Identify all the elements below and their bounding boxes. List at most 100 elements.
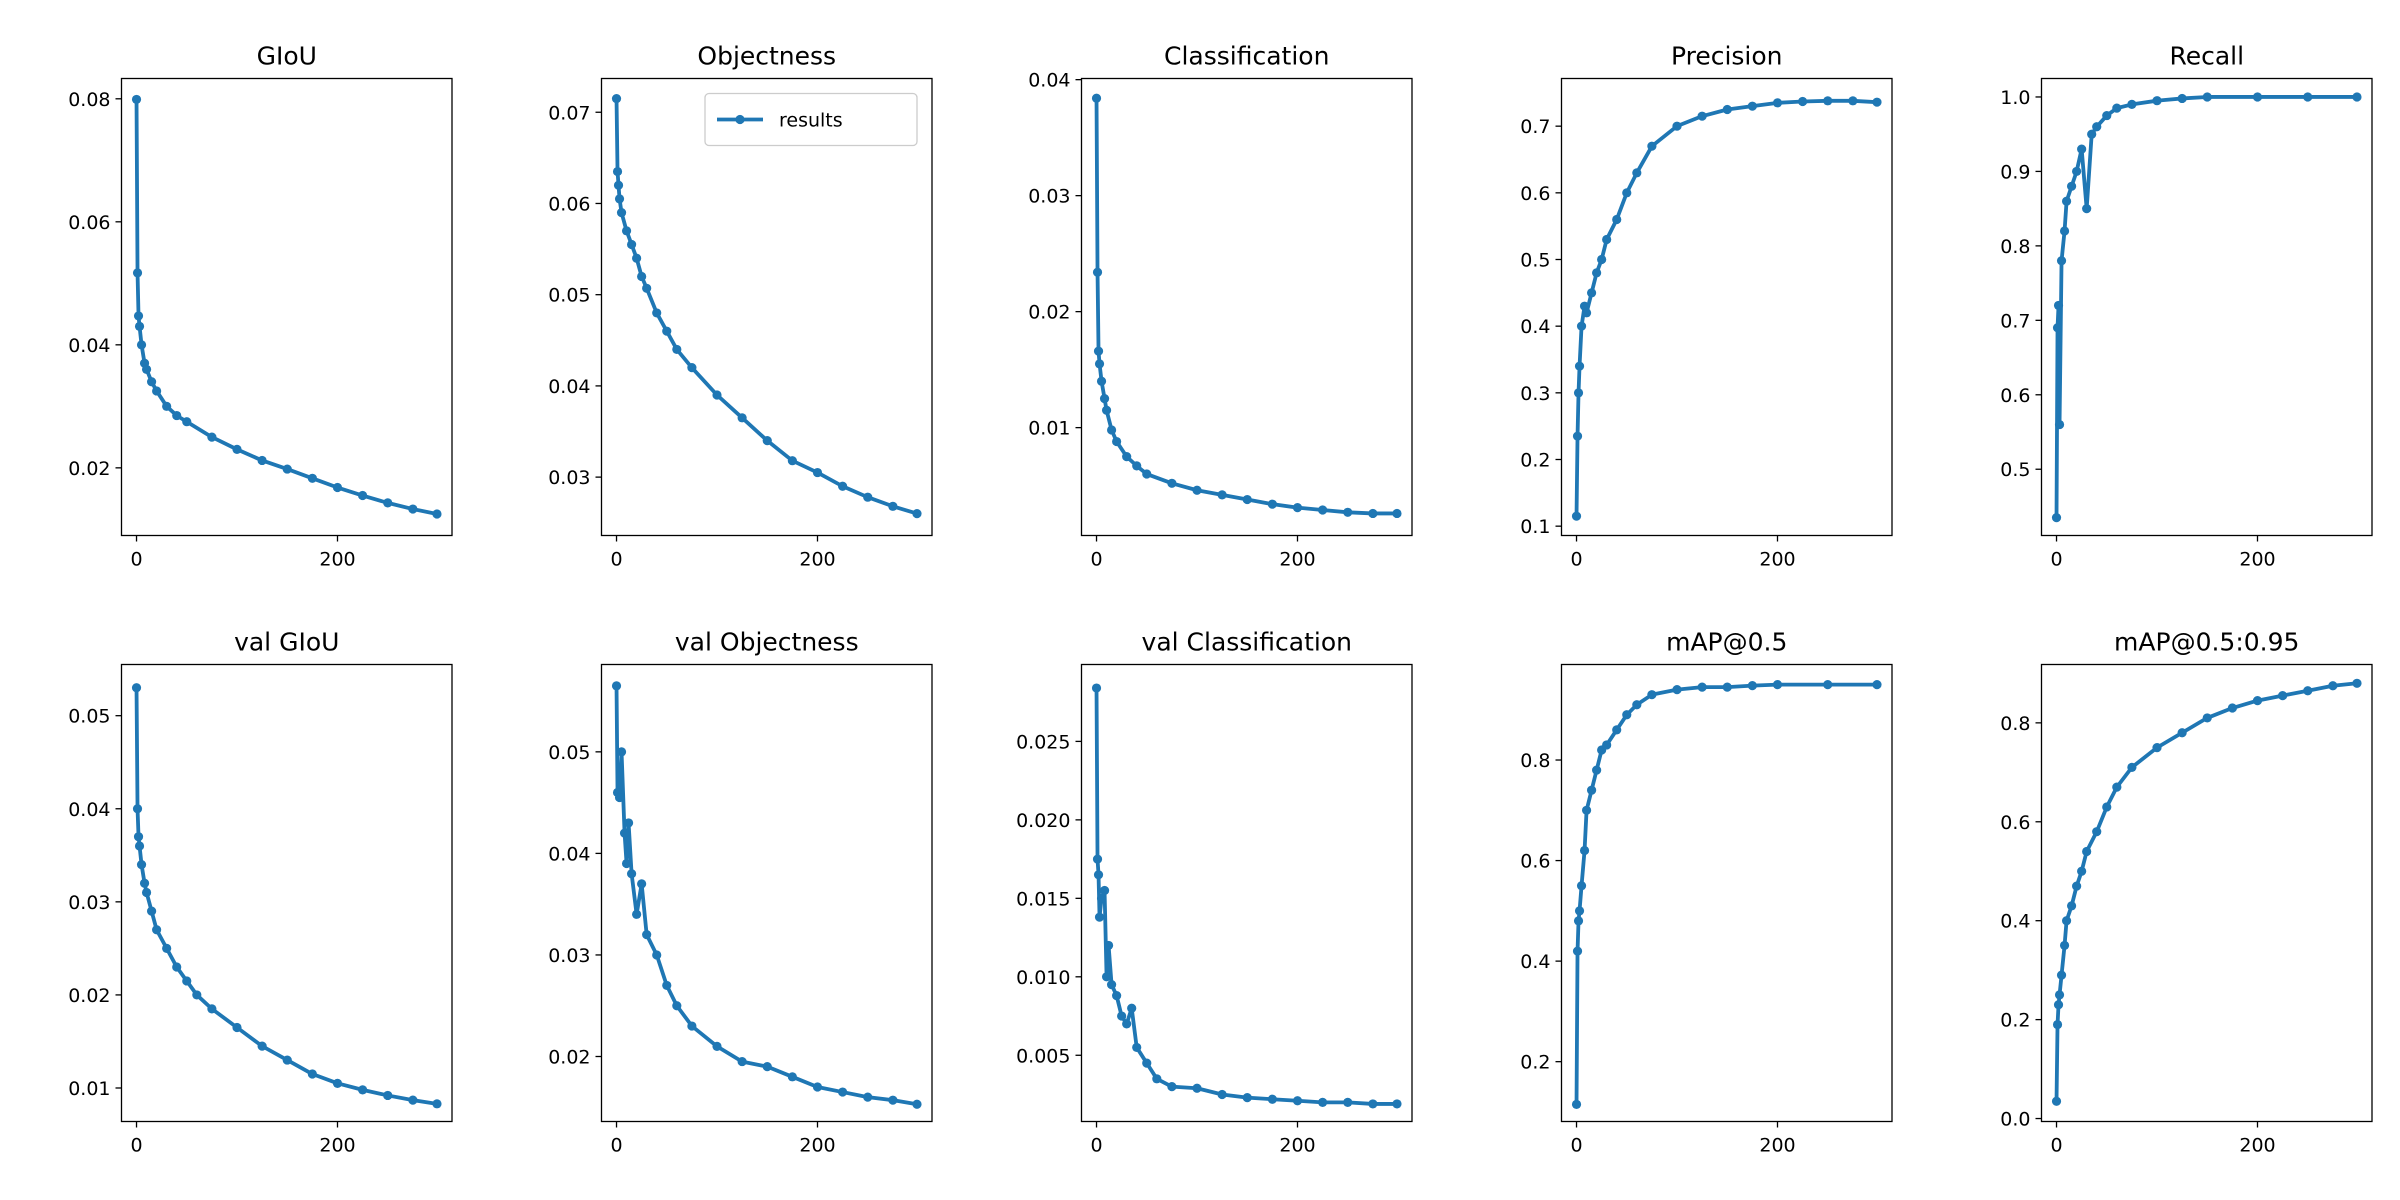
data-point <box>1571 1099 1582 1110</box>
x-tick-label: 200 <box>2239 1135 2275 1157</box>
y-tick-label: 0.2 <box>1520 450 1550 472</box>
data-point <box>613 180 624 190</box>
data-point <box>1597 254 1607 265</box>
data-point <box>1242 494 1252 505</box>
data-point <box>2352 92 2362 102</box>
data-point <box>1772 98 1783 108</box>
y-tick-label: 0.025 <box>1016 731 1070 753</box>
data-point <box>2082 846 2092 857</box>
x-tick-label: 0 <box>130 549 142 571</box>
data-point <box>1167 478 1177 488</box>
data-point <box>637 879 647 889</box>
plot-frame <box>120 77 453 537</box>
data-point <box>307 1069 317 1079</box>
data-point <box>232 444 242 454</box>
x-tick-label: 200 <box>1279 1135 1315 1157</box>
data-line <box>1094 688 1397 1106</box>
data-point <box>2112 782 2122 792</box>
data-point <box>146 906 157 916</box>
x-tick-label: 200 <box>1759 1135 1795 1157</box>
data-point <box>1722 104 1732 115</box>
data-point <box>1292 503 1303 513</box>
y-tick-label: 0.6 <box>2000 812 2030 834</box>
data-point <box>812 467 823 478</box>
data-point <box>1132 461 1142 471</box>
data-point <box>1798 96 1808 107</box>
data-point <box>162 401 172 411</box>
data-point <box>838 1087 848 1097</box>
data-point <box>652 308 662 318</box>
data-point <box>358 490 368 501</box>
data-point <box>172 962 182 972</box>
x-tick-label: 200 <box>319 549 355 571</box>
data-point <box>2059 940 2070 951</box>
data-point <box>141 364 152 375</box>
data-point <box>2227 703 2237 713</box>
data-point <box>2303 92 2313 102</box>
data-point <box>611 93 622 104</box>
data-point <box>787 1072 797 1082</box>
data-point <box>626 869 637 879</box>
data-point <box>888 501 898 511</box>
y-tick-label: 0.2 <box>2000 1010 2030 1032</box>
y-tick-label: 0.7 <box>2000 310 2030 332</box>
data-point <box>1632 700 1642 710</box>
data-point <box>1094 359 1105 369</box>
data-point <box>687 1021 697 1031</box>
data-point <box>257 455 267 466</box>
data-point <box>1122 452 1132 462</box>
data-point <box>282 464 292 474</box>
data-point <box>737 1056 747 1067</box>
data-point <box>1586 785 1597 795</box>
data-point <box>687 363 697 373</box>
data-point <box>1574 906 1585 916</box>
data-point <box>623 818 634 828</box>
y-tick-label: 0.08 <box>68 89 110 111</box>
data-point <box>2252 696 2263 706</box>
data-point <box>1192 485 1202 495</box>
data-point <box>2066 181 2077 191</box>
y-tick-label: 0.04 <box>68 799 110 821</box>
y-tick-label: 0.01 <box>1028 418 1070 440</box>
data-point <box>2102 802 2112 812</box>
y-tick-label: 0.03 <box>68 892 110 914</box>
y-tick-label: 0.03 <box>548 945 590 967</box>
data-point <box>1872 97 1882 107</box>
data-line <box>1574 682 1877 1105</box>
data-point <box>1747 681 1757 691</box>
y-tick-label: 0.04 <box>1028 70 1070 92</box>
y-tick-label: 0.02 <box>548 1047 590 1069</box>
legend-label: results <box>779 110 843 132</box>
data-point <box>1094 912 1105 922</box>
data-point <box>207 1004 217 1014</box>
data-point <box>192 990 202 1000</box>
data-point <box>2177 93 2187 104</box>
data-point <box>232 1022 242 1033</box>
y-tick-label: 0.5 <box>2000 459 2030 481</box>
data-point <box>133 832 144 842</box>
y-tick-label: 0.03 <box>548 467 590 489</box>
data-point <box>1217 1089 1227 1100</box>
data-point <box>838 481 848 491</box>
data-point <box>2066 901 2077 911</box>
data-point <box>2077 866 2087 876</box>
y-tick-label: 0.010 <box>1016 967 1070 989</box>
data-point <box>1092 854 1103 864</box>
data-point <box>1622 710 1632 720</box>
data-point <box>642 283 652 293</box>
data-point <box>182 976 192 986</box>
data-point <box>1392 508 1402 519</box>
data-point <box>2054 990 2065 1000</box>
data-point <box>652 950 662 960</box>
y-tick-label: 0.06 <box>548 193 590 215</box>
data-point <box>1142 1058 1152 1068</box>
data-point <box>1823 680 1833 690</box>
data-point <box>1573 388 1584 398</box>
data-point <box>1106 425 1117 435</box>
y-tick-label: 0.07 <box>548 102 590 124</box>
data-point <box>1602 740 1612 750</box>
y-tick-label: 0.8 <box>2000 713 2030 735</box>
y-tick-label: 0.6 <box>2000 385 2030 407</box>
data-point <box>1574 361 1585 371</box>
